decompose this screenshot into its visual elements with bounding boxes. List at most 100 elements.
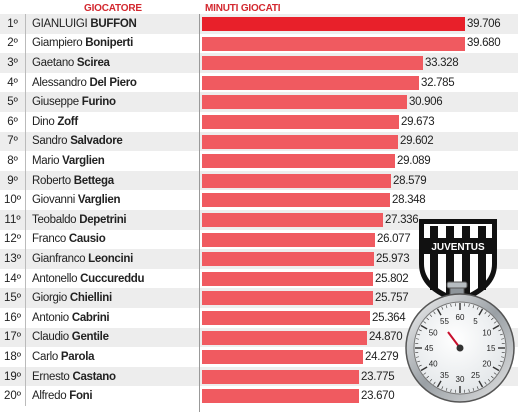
player-name: Ernesto Castano [32,367,116,387]
table-row: 5º Giuseppe Furino 30.906 [0,92,518,112]
rank-cell: 17º [0,327,26,348]
minutes-value: 25.802 [375,272,409,285]
minutes-value: 24.279 [365,350,399,363]
minutes-value: 39.706 [467,17,501,30]
player-name: Gaetano Scirea [32,53,110,73]
player-name: Gianfranco Leoncini [32,249,133,269]
table-row: 2º Giampiero Boniperti 39.680 [0,33,518,54]
player-last-name: Varglien [77,194,121,207]
watch-tick [501,338,505,340]
player-first-name: Giuseppe [32,96,82,109]
table-row: 1º GIANLUIGI BUFFON 39.706 [0,14,518,34]
minutes-value: 26.077 [377,233,411,246]
player-last-name: Depetrini [79,213,127,226]
watch-tick [415,356,419,358]
watch-tick [487,314,491,317]
rank-cell: 13º [0,249,26,269]
minutes-bar [202,213,383,227]
player-last-name: Bettega [73,174,114,187]
watch-number: 50 [429,329,438,338]
minutes-bar [202,95,407,110]
table-row: 6º Dino Zoff 29.673 [0,112,518,132]
minutes-value: 29.673 [401,115,435,128]
player-first-name: Gianfranco [32,252,89,265]
watch-tick [492,366,500,372]
minutes-value: 39.680 [467,37,501,50]
table-row: 3º Gaetano Scirea 33.328 [0,53,518,73]
minutes-value: 28.348 [392,194,426,207]
player-name: Giovanni Varglien [32,190,121,210]
watch-tick [436,380,442,388]
player-first-name: Alessandro [32,76,90,89]
minutes-value: 25.364 [372,311,406,324]
player-name: Alessandro Del Piero [32,73,137,93]
minutes-value: 24.870 [369,331,403,344]
minutes-bar [202,17,465,31]
player-first-name: Franco [32,233,69,246]
table-row: 10º Giovanni Varglien 28.348 [0,190,518,210]
rank-cell: 14º [0,268,26,289]
rank-cell: 7º [0,131,26,152]
watch-tick [445,387,448,391]
watch-number: 55 [440,317,449,326]
watch-tick [493,372,497,375]
logo-wordmark: JUVENTUS [431,242,485,253]
player-last-name: Parola [60,350,95,363]
player-first-name: Antonio [32,311,72,324]
watch-number: 35 [440,371,449,380]
player-first-name: Alfredo [32,390,70,403]
minutes-value: 23.670 [361,390,395,403]
player-last-name: Furino [81,96,116,109]
watch-tick [429,314,433,317]
juventus-logo: JUVENTUS [419,219,497,304]
minutes-bar [202,36,465,51]
table-row: 20º Alfredo Foni 23.670 [0,386,518,406]
minutes-value: 25.973 [376,252,410,265]
minutes-bar [202,350,363,365]
player-first-name: Mario [32,154,63,167]
watch-tick [476,386,479,390]
minutes-bar [202,291,373,306]
player-first-name: Gaetano [32,56,77,69]
watch-tick [450,389,452,393]
player-first-name: Roberto [32,174,74,187]
watch-tick [445,305,448,309]
player-first-name: Giampiero [32,37,86,50]
watch-number: 10 [482,329,491,338]
watch-tick [418,329,422,332]
watch-tick [450,303,452,307]
player-name: Giuseppe Furino [32,92,116,112]
player-last-name: Foni [69,390,93,403]
watch-tick [441,306,444,310]
watch-tick [493,321,497,324]
table-row: 16º Antonio Cabrini 25.364 [0,308,518,328]
rank-cell: 18º [0,347,26,367]
table-row: 8º Mario Varglien 29.089 [0,151,518,171]
watch-number: 15 [487,344,496,353]
watch-tick [433,311,436,315]
player-last-name: Castano [72,370,116,383]
player-name: Antonello Cuccureddu [32,269,145,289]
watch-number: 20 [482,360,491,369]
minutes-bar [202,369,359,384]
player-column-header: GIOCATORE [84,3,142,14]
watch-tick [429,379,433,382]
player-first-name: Sandro [32,135,71,148]
watch-number: 45 [425,344,434,353]
minutes-bar [202,252,374,267]
watch-tick [498,329,502,332]
player-first-name: Giovanni [32,194,78,207]
minutes-bar [202,193,390,208]
minutes-value: 28.579 [393,174,427,187]
minutes-bar [202,134,398,149]
player-last-name: Cuccureddu [80,272,145,285]
player-first-name: Carlo [32,350,61,363]
player-name: Mario Varglien [32,151,105,171]
minutes-value: 30.906 [409,96,443,109]
watch-number: 25 [471,371,480,380]
rank-cell: 2º [0,33,26,54]
player-last-name: Chiellini [69,292,112,305]
minutes-bar [202,389,359,404]
watch-tick [436,308,442,316]
watch-tick [420,324,428,330]
